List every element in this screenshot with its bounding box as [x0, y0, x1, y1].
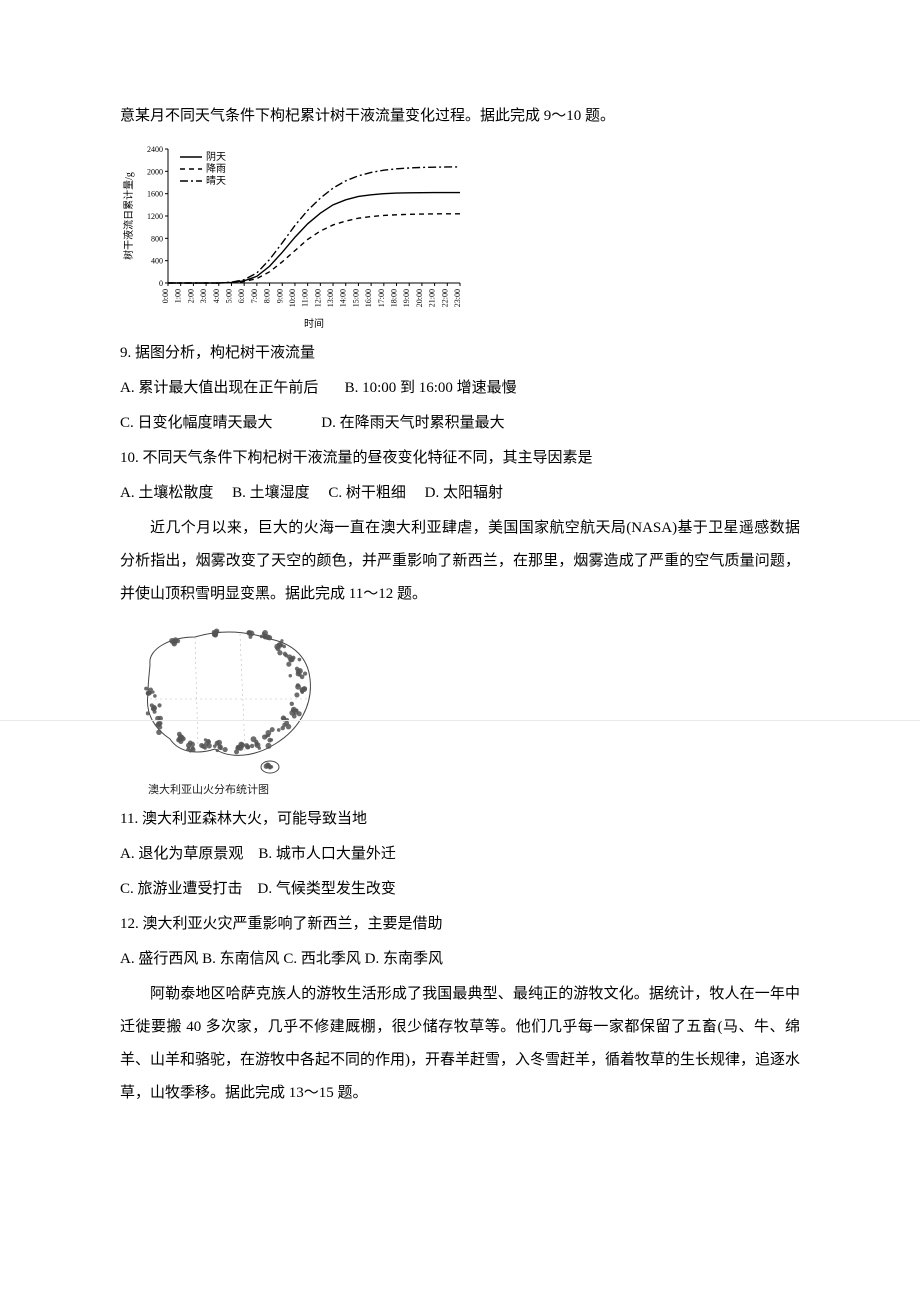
map-svg — [120, 619, 330, 779]
svg-text:19:00: 19:00 — [402, 289, 411, 307]
intro-top: 意某月不同天气条件下枸杞累计树干液流量变化过程。据此完成 9～10 题。 — [120, 100, 800, 133]
q12-opt-c: C. 西北季风 — [283, 951, 361, 967]
q11-options-row1: A. 退化为草原景观 B. 城市人口大量外迁 — [120, 838, 800, 871]
q12-options: A. 盛行西风 B. 东南信风 C. 西北季风 D. 东南季风 — [120, 943, 800, 976]
faint-divider — [0, 720, 920, 721]
svg-text:1600: 1600 — [147, 190, 163, 199]
svg-text:10:00: 10:00 — [288, 289, 297, 307]
svg-text:树干液流日累计量/g: 树干液流日累计量/g — [122, 172, 135, 260]
svg-text:18:00: 18:00 — [390, 289, 399, 307]
q9-opt-d: D. 在降雨天气时累积量最大 — [321, 415, 504, 431]
q10-stem: 10. 不同天气条件下枸杞树干液流量的昼夜变化特征不同，其主导因素是 — [120, 442, 800, 475]
svg-text:阴天: 阴天 — [206, 151, 226, 163]
q11-opt-b: B. 城市人口大量外迁 — [258, 846, 396, 862]
svg-text:时间: 时间 — [304, 317, 324, 330]
map-caption: 澳大利亚山火分布统计图 — [148, 781, 800, 797]
q9-stem: 9. 据图分析，枸杞树干液流量 — [120, 337, 800, 370]
svg-text:1:00: 1:00 — [174, 289, 183, 303]
q10-opt-c: C. 树干粗细 — [328, 485, 406, 501]
q9-opt-c: C. 日变化幅度晴天最大 — [120, 415, 273, 431]
svg-text:22:00: 22:00 — [440, 289, 449, 307]
passage-2: 近几个月以来，巨大的火海一直在澳大利亚肆虐，美国国家航空航天局(NASA)基于卫… — [120, 512, 800, 611]
svg-text:2:00: 2:00 — [186, 289, 195, 303]
svg-text:降雨: 降雨 — [206, 162, 226, 175]
svg-text:400: 400 — [151, 257, 163, 266]
q12-opt-b: B. 东南信风 — [202, 951, 280, 967]
svg-text:0: 0 — [159, 279, 163, 288]
passage-3: 阿勒泰地区哈萨克族人的游牧生活形成了我国最典型、最纯正的游牧文化。据统计，牧人在… — [120, 978, 800, 1110]
svg-text:0:00: 0:00 — [161, 289, 170, 303]
q10-options: A. 土壤松散度 B. 土壤湿度 C. 树干粗细 D. 太阳辐射 — [120, 477, 800, 510]
svg-text:8:00: 8:00 — [263, 289, 272, 303]
q11-opt-c: C. 旅游业遭受打击 — [120, 881, 243, 897]
q11-opt-d: D. 气候类型发生改变 — [258, 881, 396, 897]
svg-text:3:00: 3:00 — [199, 289, 208, 303]
svg-text:17:00: 17:00 — [377, 289, 386, 307]
line-chart-svg: 0 400 800 1200 1600 2000 2400 树干液流日累计量/g 0:00 1:0… — [120, 141, 470, 331]
svg-text:2000: 2000 — [147, 167, 163, 176]
q12-opt-a: A. 盛行西风 — [120, 951, 198, 967]
q9-options-row1: A. 累计最大值出现在正午前后 B. 10:00 到 16:00 增速最慢 — [120, 372, 800, 405]
australia-fire-map: 澳大利亚山火分布统计图 — [120, 619, 800, 797]
svg-text:20:00: 20:00 — [415, 289, 424, 307]
svg-text:21:00: 21:00 — [428, 289, 437, 307]
svg-text:16:00: 16:00 — [364, 289, 373, 307]
q12-stem: 12. 澳大利亚火灾严重影响了新西兰，主要是借助 — [120, 908, 800, 941]
q12-opt-d: D. 东南季风 — [365, 951, 443, 967]
svg-text:800: 800 — [151, 234, 163, 243]
svg-text:晴天: 晴天 — [206, 174, 226, 187]
svg-text:13:00: 13:00 — [326, 289, 335, 307]
svg-text:12:00: 12:00 — [313, 289, 322, 307]
svg-text:23:00: 23:00 — [453, 289, 462, 307]
svg-text:9:00: 9:00 — [275, 289, 284, 303]
sap-flow-chart: 0 400 800 1200 1600 2000 2400 树干液流日累计量/g 0:00 1:0… — [120, 141, 800, 331]
q9-opt-a: A. 累计最大值出现在正午前后 — [120, 380, 318, 396]
q10-opt-b: B. 土壤湿度 — [232, 485, 310, 501]
q11-stem: 11. 澳大利亚森林大火，可能导致当地 — [120, 803, 800, 836]
svg-text:4:00: 4:00 — [212, 289, 221, 303]
svg-text:15:00: 15:00 — [351, 289, 360, 307]
svg-text:2400: 2400 — [147, 145, 163, 154]
q10-opt-d: D. 太阳辐射 — [425, 485, 503, 501]
q10-opt-a: A. 土壤松散度 — [120, 485, 213, 501]
svg-text:7:00: 7:00 — [250, 289, 259, 303]
svg-text:5:00: 5:00 — [224, 289, 233, 303]
svg-text:6:00: 6:00 — [237, 289, 246, 303]
svg-text:1200: 1200 — [147, 212, 163, 221]
q9-options-row2: C. 日变化幅度晴天最大 D. 在降雨天气时累积量最大 — [120, 407, 800, 440]
q9-opt-b: B. 10:00 到 16:00 增速最慢 — [345, 380, 517, 396]
svg-text:11:00: 11:00 — [301, 289, 310, 307]
q11-options-row2: C. 旅游业遭受打击 D. 气候类型发生改变 — [120, 873, 800, 906]
q11-opt-a: A. 退化为草原景观 — [120, 846, 243, 862]
svg-text:14:00: 14:00 — [339, 289, 348, 307]
